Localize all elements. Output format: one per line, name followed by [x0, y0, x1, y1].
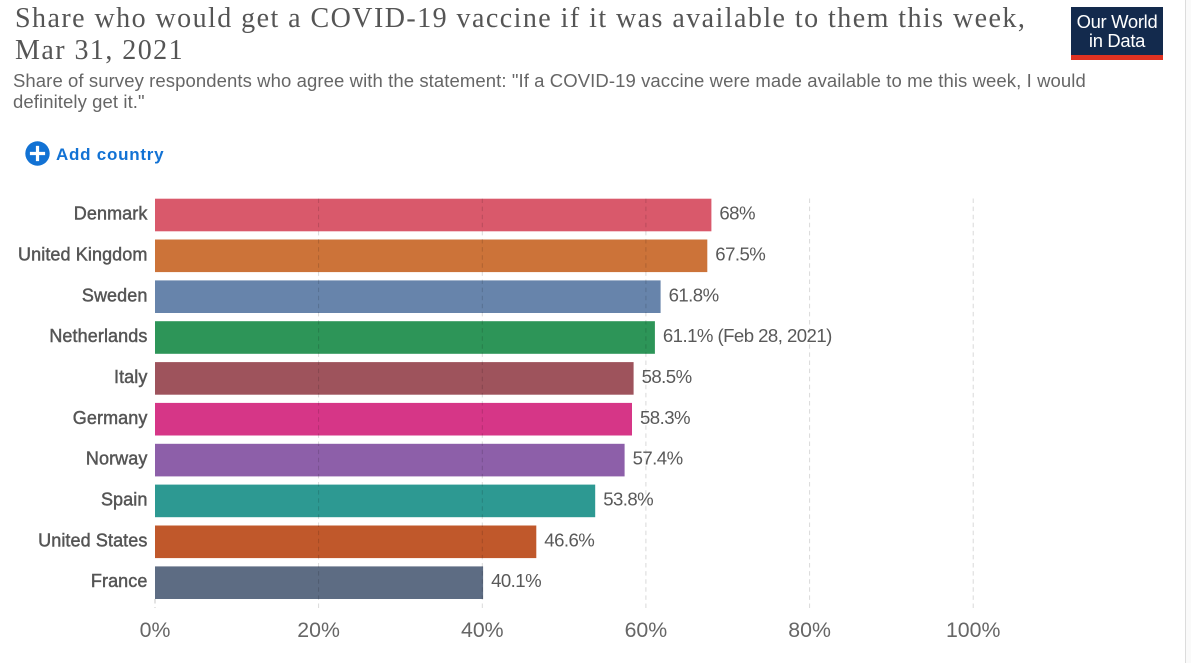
svg-text:40%: 40% — [461, 618, 504, 642]
svg-text:60%: 60% — [625, 618, 668, 642]
svg-text:67.5%: 67.5% — [715, 243, 765, 264]
svg-text:United States: United States — [38, 530, 147, 550]
svg-text:United Kingdom: United Kingdom — [18, 244, 147, 264]
svg-text:Sweden: Sweden — [82, 285, 148, 305]
svg-text:61.8%: 61.8% — [669, 284, 719, 305]
svg-text:80%: 80% — [788, 618, 831, 642]
svg-text:Spain: Spain — [101, 490, 148, 510]
svg-text:Denmark: Denmark — [74, 204, 149, 224]
svg-text:61.1% (Feb 28, 2021): 61.1% (Feb 28, 2021) — [663, 325, 832, 346]
svg-text:France: France — [91, 571, 148, 591]
svg-text:58.3%: 58.3% — [640, 407, 690, 428]
svg-text:Italy: Italy — [114, 367, 148, 387]
svg-text:20%: 20% — [297, 618, 340, 642]
svg-text:40.1%: 40.1% — [491, 570, 541, 591]
svg-text:Netherlands: Netherlands — [49, 326, 147, 346]
svg-text:100%: 100% — [946, 618, 1001, 642]
svg-text:0%: 0% — [140, 618, 171, 642]
svg-text:68%: 68% — [719, 203, 755, 224]
svg-text:Norway: Norway — [86, 449, 148, 469]
svg-text:53.8%: 53.8% — [603, 489, 653, 510]
svg-text:57.4%: 57.4% — [633, 448, 683, 469]
svg-text:46.6%: 46.6% — [544, 529, 594, 550]
svg-text:Germany: Germany — [73, 408, 148, 428]
svg-text:58.5%: 58.5% — [642, 366, 692, 387]
